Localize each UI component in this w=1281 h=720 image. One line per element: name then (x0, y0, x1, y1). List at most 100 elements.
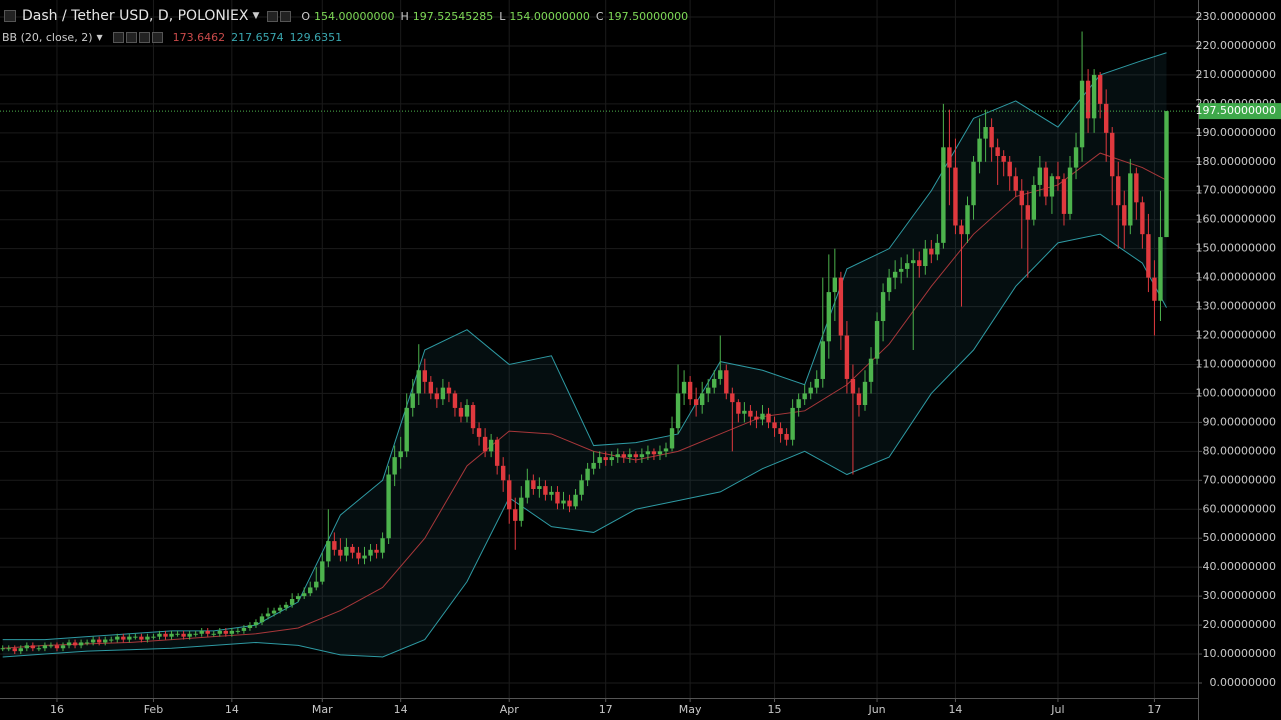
candle-body (271, 610, 277, 614)
candle-body (591, 462, 596, 469)
candle-body (525, 480, 530, 498)
candle-body (687, 381, 693, 400)
candle-body (344, 546, 349, 556)
candle-body (416, 370, 421, 394)
candle-body (1019, 190, 1024, 206)
y-tick-label: 230.00000000 (1196, 10, 1276, 23)
y-tick-label: 60.00000000 (1203, 502, 1276, 515)
candle-body (579, 480, 584, 495)
candle-body (766, 413, 771, 423)
dropdown-arrow[interactable]: ▼ (252, 11, 260, 21)
y-tick-label: 80.00000000 (1203, 444, 1276, 457)
compare-icon[interactable] (280, 10, 292, 22)
candle-body (1085, 80, 1091, 119)
candle-body (790, 407, 795, 440)
y-tick-label: 210.00000000 (1196, 68, 1276, 81)
candle-body (476, 428, 482, 437)
candle-body (127, 636, 132, 640)
candle-body (802, 393, 807, 400)
candle-body (941, 147, 946, 243)
candle-body (585, 468, 590, 481)
candle-body (235, 630, 241, 632)
candle-body (850, 378, 856, 394)
candle-body (1128, 173, 1133, 226)
candle-body (362, 555, 367, 559)
collapse-button[interactable] (4, 10, 16, 22)
indicator-icon[interactable] (151, 32, 163, 43)
y-tick-label: 110.00000000 (1196, 357, 1276, 370)
candle-body (555, 491, 560, 504)
x-tick-label: 17 (599, 703, 613, 716)
candle-body (699, 393, 705, 406)
candle-body (1146, 234, 1151, 278)
y-tick-label: 170.00000000 (1196, 184, 1276, 197)
indicator-row: BB (20, close, 2) ▼ 173.6462 217.6574 12… (2, 31, 342, 44)
candle-body (868, 358, 874, 382)
candle-body (326, 541, 331, 562)
candle-body (133, 636, 138, 638)
candle-body (12, 648, 17, 652)
candle-body (187, 633, 192, 637)
candle-body (531, 480, 536, 489)
candle-body (935, 242, 940, 255)
candle-body (971, 161, 976, 206)
candle-body (96, 639, 102, 643)
y-tick-label: 50.00000000 (1203, 531, 1276, 544)
ohlc-value: 154.00000000 (509, 9, 590, 23)
candle-body (784, 433, 789, 440)
candle-body (115, 636, 120, 640)
band-fill (2, 52, 1167, 657)
candle-body (718, 370, 723, 379)
candle-body (247, 625, 253, 628)
candle-body (1134, 173, 1139, 203)
candle-body (796, 399, 801, 408)
indicator-icon[interactable] (125, 32, 137, 43)
settings-icon[interactable] (267, 10, 279, 22)
candle-body (6, 648, 11, 650)
x-tick-label: 14 (225, 703, 239, 716)
candle-body (428, 381, 434, 394)
candle-body (205, 630, 210, 634)
candle-body (145, 636, 150, 640)
candle-body (862, 381, 868, 406)
candle-body (669, 428, 675, 449)
candle-body (199, 630, 204, 634)
indicator-icon[interactable] (138, 32, 150, 43)
dropdown-arrow[interactable]: ▼ (96, 33, 103, 42)
candle-body (814, 378, 819, 388)
candle-body (392, 457, 397, 475)
candle-body (241, 627, 247, 631)
candle-body (60, 645, 66, 649)
candle-body (1158, 237, 1163, 301)
candle-body (308, 587, 313, 594)
indicator-icon[interactable] (112, 32, 124, 43)
candle-body (760, 413, 765, 420)
candle-body (24, 645, 30, 649)
candle-body (754, 416, 759, 420)
y-tick-label: 100.00000000 (1196, 386, 1276, 399)
candle-body (712, 378, 717, 388)
candle-body (989, 127, 994, 148)
candle-body (66, 642, 72, 646)
candle-body (561, 500, 566, 504)
candle-body (1049, 176, 1055, 197)
symbol-title[interactable]: Dash / Tether USD, D, POLONIEX (22, 8, 249, 24)
y-tick-label: 30.00000000 (1203, 589, 1276, 602)
candle-body (898, 268, 904, 272)
candle-body (621, 454, 626, 458)
candle-body (464, 405, 470, 417)
candle-body (42, 645, 48, 649)
candle-body (911, 260, 916, 264)
candle-body (681, 381, 687, 394)
y-tick-label: 120.00000000 (1196, 329, 1276, 342)
band-value: 129.6351 (289, 31, 343, 44)
y-tick-label: 0.00000000 (1210, 676, 1276, 689)
candle-body (163, 633, 168, 637)
candle-body (772, 422, 777, 429)
candle-body (947, 147, 952, 168)
band-line (2, 152, 1167, 649)
candle-body (597, 457, 602, 463)
indicator-name[interactable]: BB (20, close, 2) (2, 31, 93, 44)
candle-body (1122, 205, 1127, 226)
